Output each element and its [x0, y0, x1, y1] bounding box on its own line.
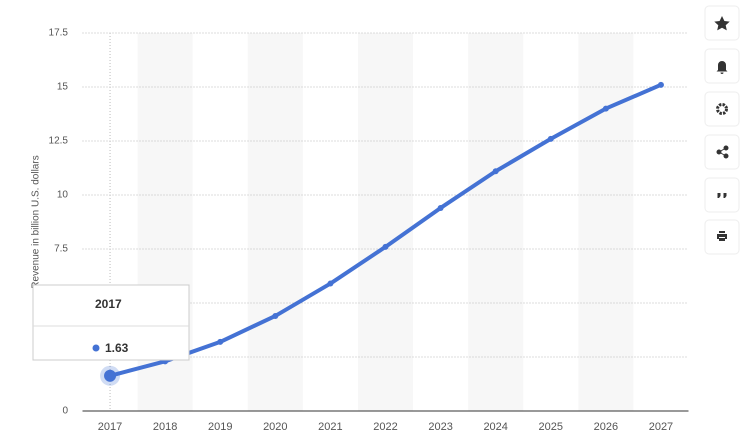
- x-tick-label: 2018: [153, 421, 177, 433]
- y-tick-label: 10: [57, 190, 69, 201]
- data-point: [602, 105, 609, 112]
- data-point: [272, 312, 279, 319]
- data-point: [437, 204, 444, 211]
- x-tick-label: 2026: [594, 421, 618, 433]
- tooltip-swatch: [92, 344, 100, 352]
- share-icon: [716, 145, 729, 159]
- settings-button[interactable]: [704, 91, 740, 127]
- gear-icon: [716, 103, 728, 115]
- y-tick-label: 15: [57, 82, 69, 93]
- share-button[interactable]: [704, 134, 740, 170]
- data-point: [492, 168, 499, 175]
- data-point: [657, 81, 664, 88]
- y-tick-label: 7.5: [54, 244, 68, 255]
- quote-icon: [717, 193, 727, 198]
- column-band: [357, 33, 414, 411]
- data-point: [547, 135, 554, 142]
- x-tick-label: 2027: [649, 421, 673, 433]
- y-tick-label: 0: [62, 406, 68, 417]
- x-tick-label: 2024: [483, 421, 507, 433]
- y-axis-label: Revenue in billion U.S. dollars: [31, 155, 42, 288]
- data-point: [327, 280, 334, 287]
- column-band: [247, 33, 303, 411]
- toolbar: [704, 5, 740, 255]
- bell-icon: [716, 61, 728, 74]
- tooltip: 2017 1.63: [32, 284, 190, 361]
- data-point: [104, 369, 117, 382]
- x-tick-label: 2022: [373, 421, 397, 433]
- x-tick-label: 2023: [428, 421, 452, 433]
- tooltip-title: 2017: [95, 297, 122, 311]
- tooltip-box: [32, 284, 190, 361]
- x-tick-label: 2021: [318, 421, 342, 433]
- tooltip-value: 1.63: [105, 341, 129, 355]
- x-tick-label: 2025: [539, 421, 563, 433]
- cite-button[interactable]: [704, 177, 740, 213]
- x-tick-label: 2019: [208, 421, 232, 433]
- data-point: [382, 243, 389, 250]
- y-tick-label: 17.5: [49, 28, 69, 39]
- y-tick-label: 12.5: [49, 136, 69, 147]
- print-icon: [717, 231, 727, 241]
- data-point: [217, 338, 224, 345]
- star-icon: [714, 16, 730, 31]
- x-tick-label: 2017: [98, 421, 122, 433]
- column-band: [468, 33, 524, 411]
- x-tick-label: 2020: [263, 421, 287, 433]
- column-band: [578, 33, 634, 411]
